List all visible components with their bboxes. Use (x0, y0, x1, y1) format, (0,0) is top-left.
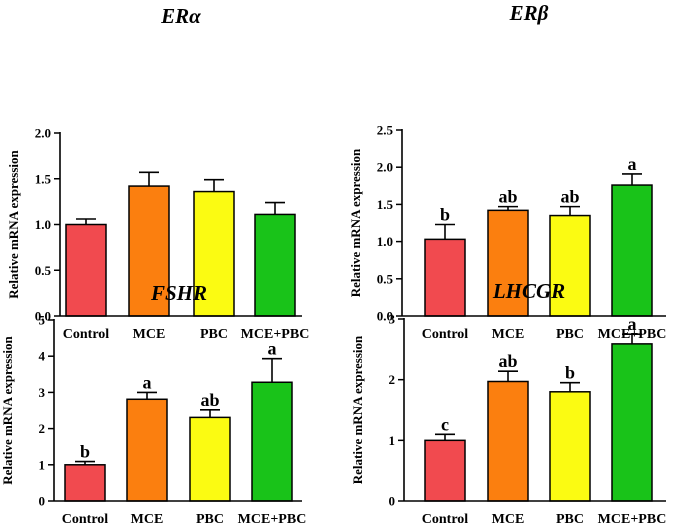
significance-label: a (143, 372, 152, 392)
x-tick-label: PBC (556, 327, 584, 342)
chart-title: ERβ (509, 1, 549, 25)
x-tick-label: Control (62, 512, 109, 527)
significance-label: b (440, 204, 450, 224)
bar (487, 209, 529, 317)
chart-title: LHCGR (492, 279, 565, 303)
x-tick-label: MCE+PBC (238, 512, 307, 527)
x-tick-label: MCE+PBC (241, 327, 310, 342)
bar (189, 416, 231, 502)
y-tick-label: 3 (389, 312, 396, 327)
x-tick-label: Control (63, 327, 110, 342)
y-axis-label: Relative mRNA expression (348, 148, 363, 297)
y-tick-label: 0 (39, 494, 46, 509)
bar (424, 439, 466, 502)
significance-label: b (80, 442, 90, 462)
y-tick-label: 2.5 (377, 123, 394, 138)
significance-label: a (628, 314, 637, 334)
x-tick-label: MCE (492, 512, 525, 527)
bar (549, 214, 591, 317)
x-tick-label: PBC (556, 512, 584, 527)
x-tick-label: MCE (492, 327, 525, 342)
bar (487, 380, 529, 502)
x-tick-label: PBC (200, 327, 228, 342)
panel-fshr: FSHR Relative mRNA expression b Control a MCE… (0, 281, 306, 527)
significance-label: a (268, 339, 277, 359)
x-tick-label: MCE (133, 327, 166, 342)
chart-title: ERα (160, 4, 201, 28)
bar (611, 184, 653, 317)
bar (611, 343, 653, 502)
y-tick-label: 1.5 (35, 171, 52, 186)
y-tick-label: 5 (39, 313, 46, 328)
bar (424, 238, 466, 317)
bar (64, 464, 106, 502)
y-tick-label: 0 (389, 494, 396, 509)
y-tick-label: 2.0 (35, 126, 51, 141)
y-tick-label: 1.0 (35, 217, 51, 232)
significance-label: a (628, 154, 637, 174)
y-axis-label: Relative mRNA expression (6, 149, 21, 298)
y-axis-label: Relative mRNA expression (350, 335, 365, 484)
bar (65, 223, 107, 317)
y-tick-label: 0.0 (377, 309, 393, 324)
y-tick-label: 2 (39, 421, 46, 436)
y-tick-label: 2.0 (377, 160, 393, 175)
y-tick-label: 3 (39, 385, 46, 400)
y-tick-label: 0.5 (35, 263, 52, 278)
y-tick-label: 1 (39, 457, 46, 472)
bar (251, 381, 293, 502)
x-tick-label: Control (422, 327, 469, 342)
panel-er-alpha: ERα Relative mRNA expression Control MCE PBC… (6, 4, 309, 342)
y-tick-label: 1.0 (377, 234, 393, 249)
panel-er-beta: ERβ Relative mRNA expression b Control ab MCE… (348, 1, 666, 342)
significance-label: c (441, 414, 449, 434)
x-tick-label: MCE (131, 512, 164, 527)
y-tick-label: 2 (389, 372, 396, 387)
bar (549, 391, 591, 502)
y-tick-label: 4 (39, 349, 46, 364)
significance-label: ab (560, 187, 579, 207)
y-tick-label: 1.5 (377, 197, 394, 212)
x-tick-label: Control (422, 512, 469, 527)
y-axis-label: Relative mRNA expression (0, 335, 15, 484)
bar (254, 213, 296, 317)
y-tick-label: 0.5 (377, 271, 394, 286)
y-tick-label: 0.0 (35, 309, 51, 324)
significance-label: ab (200, 390, 219, 410)
chart-title: FSHR (150, 281, 207, 305)
x-tick-label: PBC (196, 512, 224, 527)
y-tick-label: 1 (389, 433, 396, 448)
significance-label: ab (498, 187, 517, 207)
significance-label: b (565, 363, 575, 383)
x-tick-label: MCE+PBC (598, 512, 667, 527)
significance-label: ab (498, 351, 517, 371)
bar (126, 398, 168, 502)
